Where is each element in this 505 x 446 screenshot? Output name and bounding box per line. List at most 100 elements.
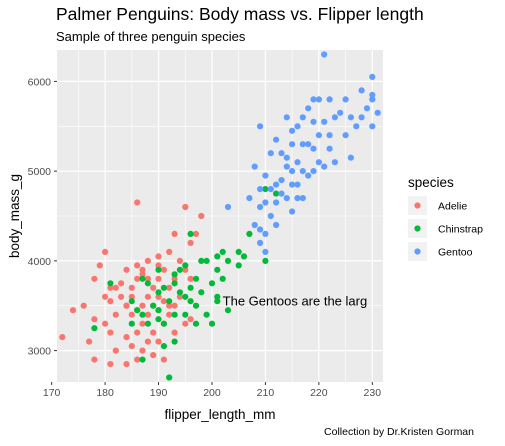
data-point-gentoo [283, 154, 290, 161]
data-point-adelie [144, 275, 151, 282]
y-tick-label: 3000 [28, 346, 52, 358]
data-point-adelie [91, 316, 98, 323]
x-tick-label: 220 [310, 387, 328, 399]
data-point-adelie [134, 356, 141, 363]
x-tick-label: 170 [43, 387, 61, 399]
x-tick-label: 210 [257, 387, 275, 399]
data-point-gentoo [289, 208, 296, 215]
y-tick-label: 6000 [28, 76, 52, 88]
data-point-gentoo [369, 73, 376, 80]
data-point-gentoo [374, 109, 381, 116]
data-point-chinstrap [187, 230, 194, 237]
chart-caption: Collection by Dr.Kristen Gorman [324, 426, 474, 438]
data-point-adelie [166, 248, 173, 255]
data-point-adelie [118, 293, 125, 300]
data-point-adelie [155, 275, 162, 282]
data-point-adelie [96, 262, 103, 269]
legend-key-dot-gentoo [414, 248, 421, 255]
data-point-gentoo [369, 91, 376, 98]
data-point-gentoo [315, 96, 322, 103]
legend-key-dot-adelie [414, 202, 421, 209]
x-tick-label: 180 [96, 387, 114, 399]
data-point-adelie [112, 284, 119, 291]
data-point-chinstrap [203, 311, 210, 318]
data-point-gentoo [283, 195, 290, 202]
data-point-gentoo [331, 114, 338, 121]
data-point-gentoo [358, 114, 365, 121]
data-point-gentoo [267, 150, 274, 157]
data-point-chinstrap [219, 275, 226, 282]
data-point-chinstrap [224, 307, 232, 314]
data-point-chinstrap [150, 302, 157, 309]
data-point-adelie [91, 356, 98, 363]
data-point-chinstrap [198, 257, 205, 264]
data-point-adelie [102, 320, 109, 327]
data-point-adelie [144, 311, 151, 318]
data-point-chinstrap [262, 186, 269, 193]
x-tick-label: 200 [203, 387, 221, 399]
data-point-chinstrap [187, 298, 194, 305]
legend-label-adelie: Adelie [438, 201, 467, 213]
data-point-gentoo [251, 221, 258, 229]
data-point-adelie [107, 361, 114, 368]
data-point-chinstrap [160, 284, 167, 291]
data-point-chinstrap [128, 320, 135, 327]
data-point-adelie [107, 329, 114, 336]
data-point-gentoo [224, 203, 232, 211]
data-point-chinstrap [160, 320, 167, 327]
data-point-chinstrap [192, 275, 200, 282]
data-point-chinstrap [198, 289, 205, 296]
legend-key-dot-chinstrap [414, 225, 421, 232]
data-point-gentoo [310, 145, 317, 152]
x-tick-label: 230 [364, 387, 382, 399]
data-point-gentoo [299, 168, 306, 175]
data-point-chinstrap [187, 284, 194, 291]
data-point-adelie [139, 302, 146, 309]
data-point-gentoo [326, 145, 333, 152]
data-points [59, 51, 381, 381]
data-point-adelie [182, 266, 189, 273]
data-point-adelie [176, 293, 183, 300]
data-point-gentoo [305, 172, 312, 179]
data-point-adelie [139, 320, 146, 327]
data-point-gentoo [257, 239, 264, 246]
x-axis-label: flipper_length_mm [164, 407, 275, 422]
data-point-chinstrap [144, 320, 151, 327]
y-tick-label: 5000 [28, 166, 52, 178]
data-point-chinstrap [155, 289, 162, 296]
data-point-adelie [107, 284, 114, 291]
data-point-adelie [160, 266, 167, 273]
y-tick-label: 4000 [28, 256, 52, 268]
data-point-adelie [134, 275, 141, 282]
data-point-chinstrap [203, 257, 210, 264]
data-point-chinstrap [160, 343, 167, 350]
data-point-gentoo [342, 132, 349, 139]
data-point-chinstrap [214, 266, 221, 273]
data-point-chinstrap [144, 280, 151, 287]
data-point-gentoo [353, 123, 360, 130]
data-point-gentoo [273, 199, 280, 206]
data-point-gentoo [289, 127, 296, 134]
data-point-chinstrap [171, 338, 178, 345]
data-point-adelie [107, 298, 114, 305]
legend-title: species [408, 175, 454, 190]
data-point-chinstrap [235, 262, 242, 269]
data-point-adelie [160, 298, 167, 305]
chart-title: Palmer Penguins: Body mass vs. Flipper l… [56, 4, 424, 24]
data-point-chinstrap [128, 298, 135, 305]
legend-label-chinstrap: Chinstrap [438, 224, 483, 236]
data-point-adelie [166, 284, 173, 291]
data-point-chinstrap [155, 266, 162, 273]
data-point-adelie [128, 284, 135, 291]
data-point-gentoo [337, 109, 344, 116]
data-point-gentoo [369, 96, 376, 103]
data-point-adelie [102, 293, 109, 300]
data-point-gentoo [273, 136, 280, 143]
data-point-chinstrap [134, 307, 141, 314]
y-axis-label: body_mass_g [7, 174, 22, 258]
legend: species Adelie Chinstrap Gentoo [408, 175, 483, 261]
data-point-gentoo [289, 168, 296, 175]
data-point-chinstrap [240, 253, 248, 260]
data-point-adelie [128, 293, 135, 300]
data-point-adelie [198, 212, 205, 220]
